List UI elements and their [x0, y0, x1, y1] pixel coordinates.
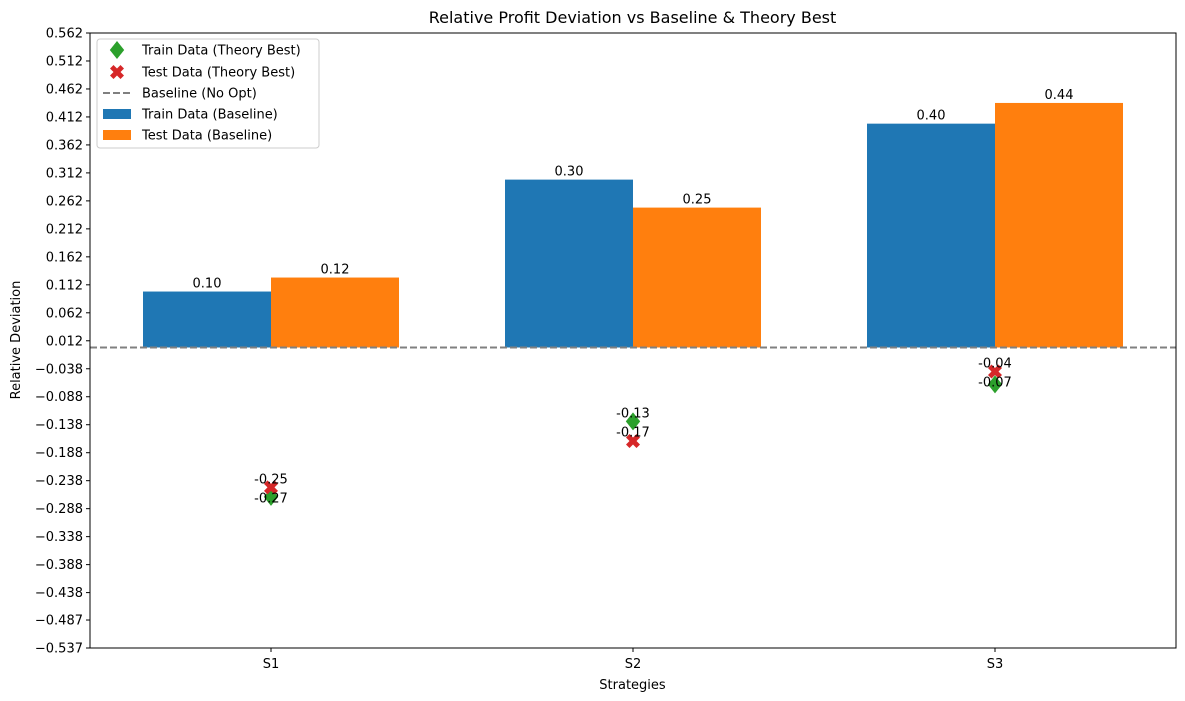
x-tick-label: S3 — [987, 657, 1004, 672]
y-tick-label: −0.537 — [35, 642, 83, 657]
y-tick-label: −0.288 — [35, 502, 83, 517]
legend-entry-label: Train Data (Theory Best) — [141, 44, 301, 59]
data-labels-layer: 0.10 0.30 0.40 0.12 0.25 0.44 -0.25 -0.27 -0.13 -… — [193, 88, 1074, 506]
legend-swatch-x-shape — [110, 65, 124, 79]
bar-train-s3 — [867, 123, 995, 348]
bar-value-label: 0.30 — [555, 165, 584, 180]
legend: Train Data (Theory Best) Test Data (Theor… — [96, 38, 320, 149]
y-tick-label: −0.088 — [35, 390, 83, 405]
y-tick-label: −0.038 — [35, 362, 83, 377]
legend-entry-label: Test Data (Baseline) — [141, 129, 272, 144]
y-tick-label: 0.362 — [46, 138, 83, 153]
y-tick-label: 0.112 — [46, 278, 83, 293]
test-theory-marker-s3-shape — [988, 364, 1002, 379]
y-tick-label: 0.512 — [46, 54, 83, 69]
marker-value-label: -0.27 — [254, 491, 288, 506]
x-tick-label: S2 — [625, 657, 642, 672]
train-theory-marker-s3 — [987, 375, 1003, 394]
test-theory-marker-s2-shape — [626, 433, 640, 448]
test-theory-marker-s1 — [264, 480, 278, 495]
marker-value-label: -0.13 — [616, 406, 650, 421]
marker-value-label: -0.07 — [978, 376, 1012, 391]
bar-test-s3 — [995, 102, 1123, 348]
y-tick-label: −0.438 — [35, 586, 83, 601]
legend-box — [96, 38, 320, 149]
markers-layer — [263, 364, 1003, 506]
legend-swatch-diamond — [109, 41, 125, 59]
axes-layer: −0.537 −0.487 −0.438 −0.388 −0.338 −0.288 −0.2… — [35, 27, 1177, 672]
bar-value-label: 0.12 — [321, 263, 350, 278]
y-tick-label: −0.338 — [35, 530, 83, 545]
train-theory-marker-s2 — [625, 412, 641, 431]
y-tick-label: −0.238 — [35, 474, 83, 489]
y-tick-label: 0.262 — [46, 194, 83, 209]
y-tick-label: −0.138 — [35, 418, 83, 433]
chart-title: Relative Profit Deviation vs Baseline & … — [429, 8, 837, 27]
marker-value-label: -0.17 — [616, 425, 650, 440]
y-tick-label: 0.162 — [46, 250, 83, 265]
legend-swatch-bar — [103, 130, 131, 140]
y-tick-label: 0.012 — [46, 334, 83, 349]
bar-value-label: 0.10 — [193, 277, 222, 292]
test-theory-marker-s3 — [988, 364, 1002, 379]
legend-swatch-bar — [103, 109, 131, 119]
legend-entry-label: Test Data (Theory Best) — [141, 66, 295, 81]
bar-train-s1 — [143, 291, 271, 348]
y-tick-label: 0.412 — [46, 110, 83, 125]
x-axis-label: Strategies — [599, 678, 666, 693]
marker-value-label: -0.25 — [254, 472, 288, 487]
bar-value-label: 0.25 — [683, 193, 712, 208]
y-tick-label: −0.487 — [35, 614, 83, 629]
y-axis-label: Relative Deviation — [9, 281, 24, 400]
bar-test-s1 — [271, 277, 399, 348]
y-tick-label: −0.188 — [35, 446, 83, 461]
legend-swatch-x — [110, 65, 124, 79]
legend-entry-label: Baseline (No Opt) — [142, 87, 257, 102]
bar-value-label: 0.40 — [917, 109, 946, 124]
y-tick-label: 0.062 — [46, 306, 83, 321]
test-theory-marker-s2 — [626, 433, 640, 448]
bar-value-label: 0.44 — [1045, 88, 1074, 103]
legend-entry-label: Train Data (Baseline) — [141, 108, 278, 123]
y-tick-label: 0.212 — [46, 222, 83, 237]
y-tick-label: 0.562 — [46, 27, 83, 42]
bars-layer — [143, 102, 1123, 348]
bar-test-s2 — [633, 207, 761, 348]
y-tick-label: −0.388 — [35, 558, 83, 573]
marker-value-label: -0.04 — [978, 357, 1012, 372]
bar-train-s2 — [505, 179, 633, 348]
y-tick-label: 0.312 — [46, 166, 83, 181]
x-tick-label: S1 — [263, 657, 280, 672]
y-tick-label: 0.462 — [46, 82, 83, 97]
test-theory-marker-s1-shape — [264, 480, 278, 495]
